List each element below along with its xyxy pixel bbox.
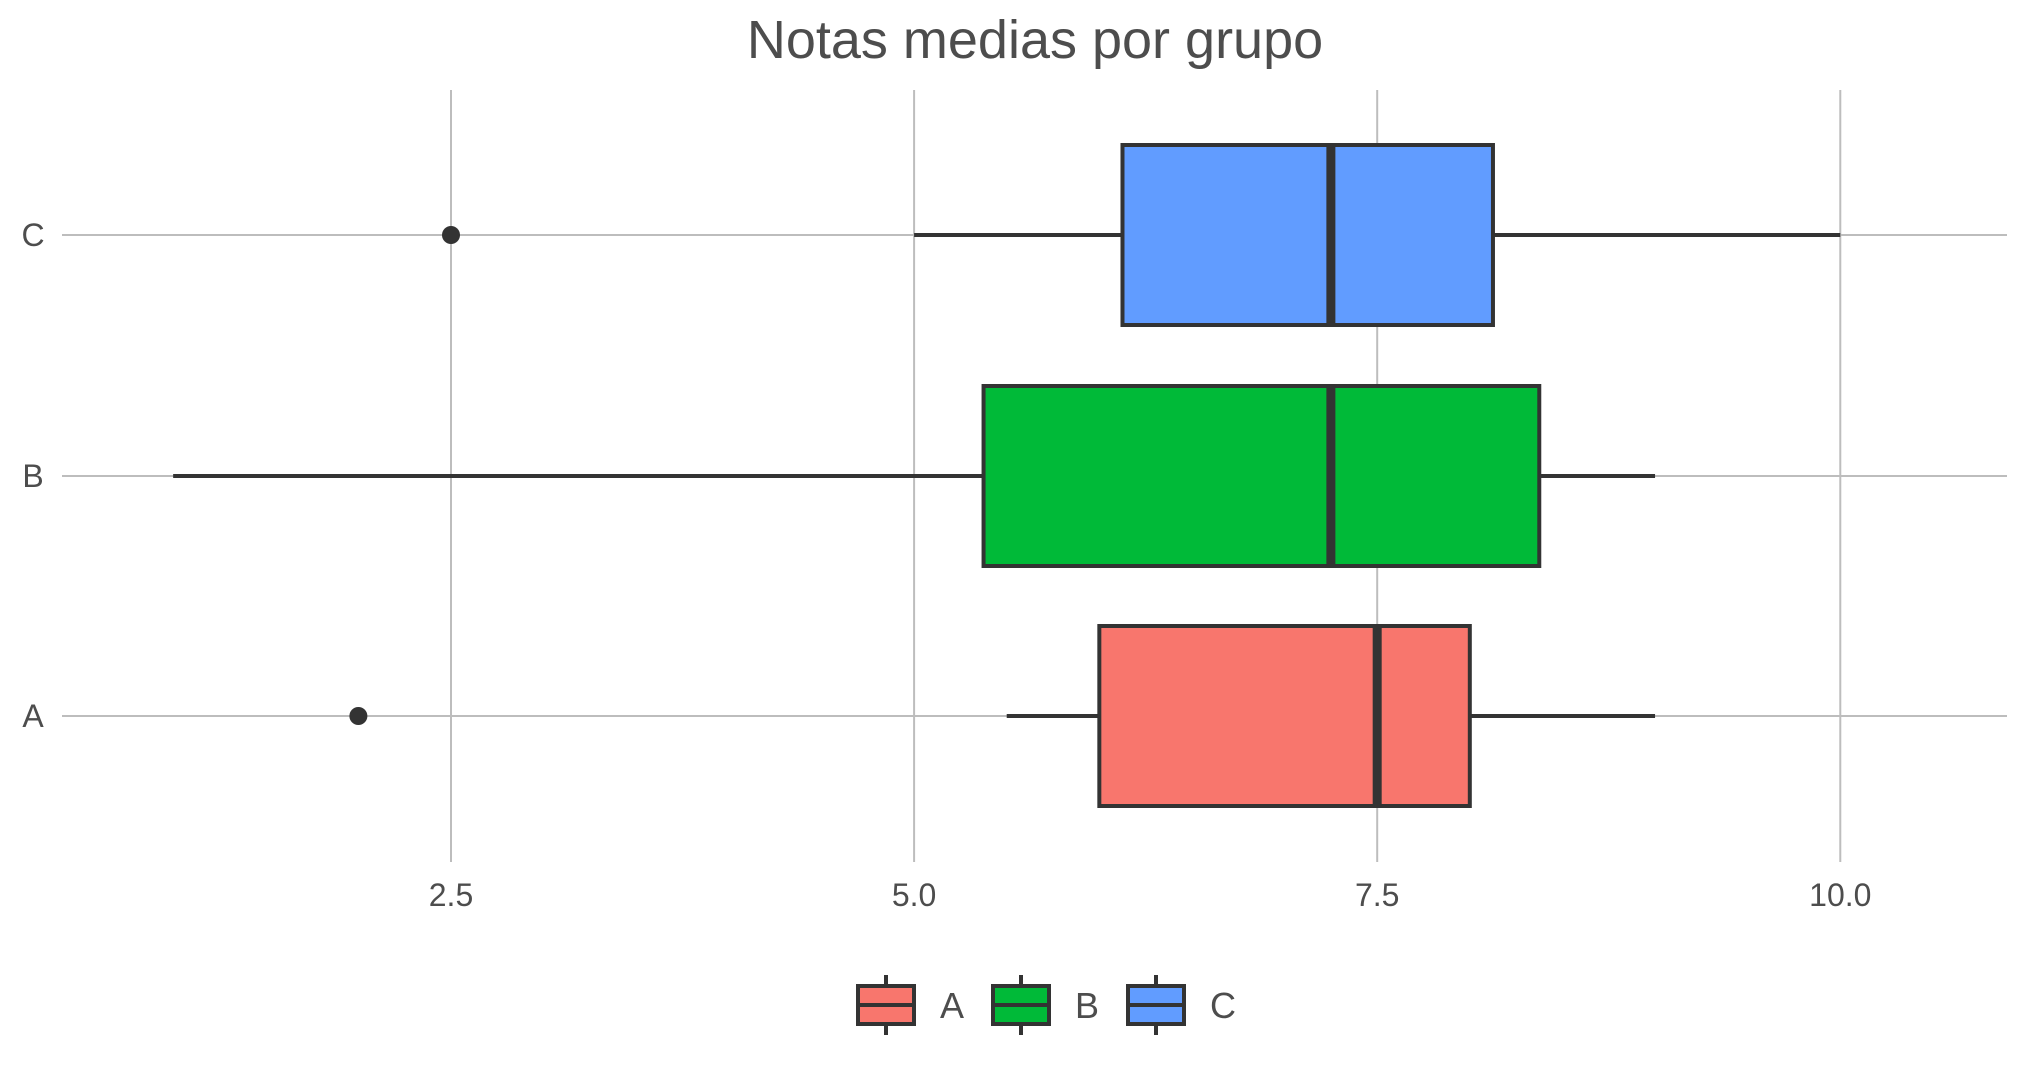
x-tick-label: 5.0 [892,877,936,913]
box-layer [173,143,1841,808]
axis-labels: 2.5 5.0 7.5 10.0 A B C [21,217,1871,913]
y-tick-label: C [21,217,44,253]
legend-item-c: C [1126,975,1236,1035]
y-tick-label: B [22,458,43,494]
box [981,384,1542,568]
box-group-b [173,384,1656,568]
legend-item-b: B [991,975,1099,1035]
x-tick-label: 10.0 [1809,877,1871,913]
legend-item-a: A [856,975,964,1035]
y-tick-label: A [22,698,44,734]
legend-label: A [940,985,964,1026]
outlier-point [349,707,368,725]
box-group-a [349,624,1656,808]
legend-label: B [1075,985,1099,1026]
legend-label: C [1210,985,1236,1026]
outlier-point [442,226,460,244]
x-tick-label: 2.5 [429,877,473,913]
x-tick-label: 7.5 [1355,877,1399,913]
chart-title: Notas medias por grupo [747,10,1323,70]
box-group-c [442,143,1841,327]
box [1120,143,1495,327]
legend: A B C [856,975,1236,1035]
box [1097,624,1472,808]
